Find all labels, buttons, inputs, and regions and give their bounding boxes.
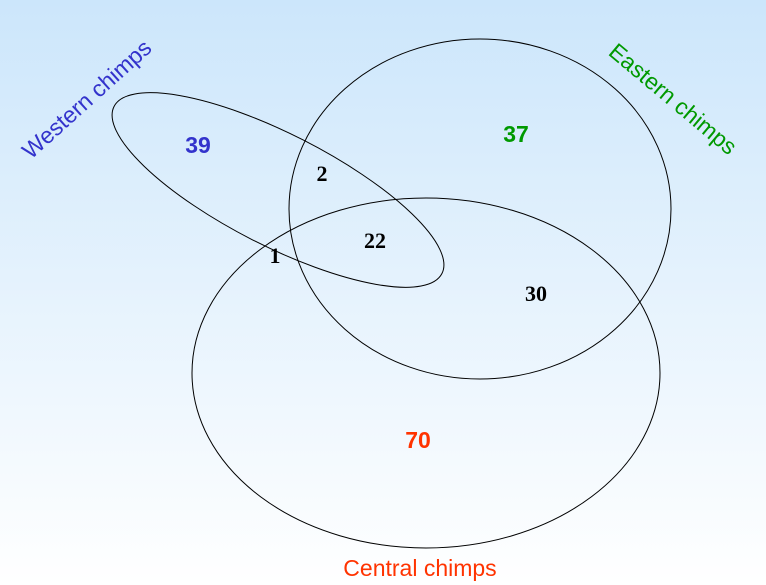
region-count: 1 — [270, 243, 281, 268]
western-set — [111, 92, 445, 288]
region-count: 30 — [525, 281, 547, 306]
region-count: 70 — [405, 427, 431, 453]
region-count: 37 — [503, 121, 529, 147]
central-set — [191, 197, 661, 549]
region-count: 39 — [185, 132, 211, 158]
eastern-set — [288, 38, 672, 380]
region-count: 2 — [317, 161, 328, 186]
set-label: Central chimps — [343, 555, 496, 581]
region-count: 22 — [364, 228, 386, 253]
